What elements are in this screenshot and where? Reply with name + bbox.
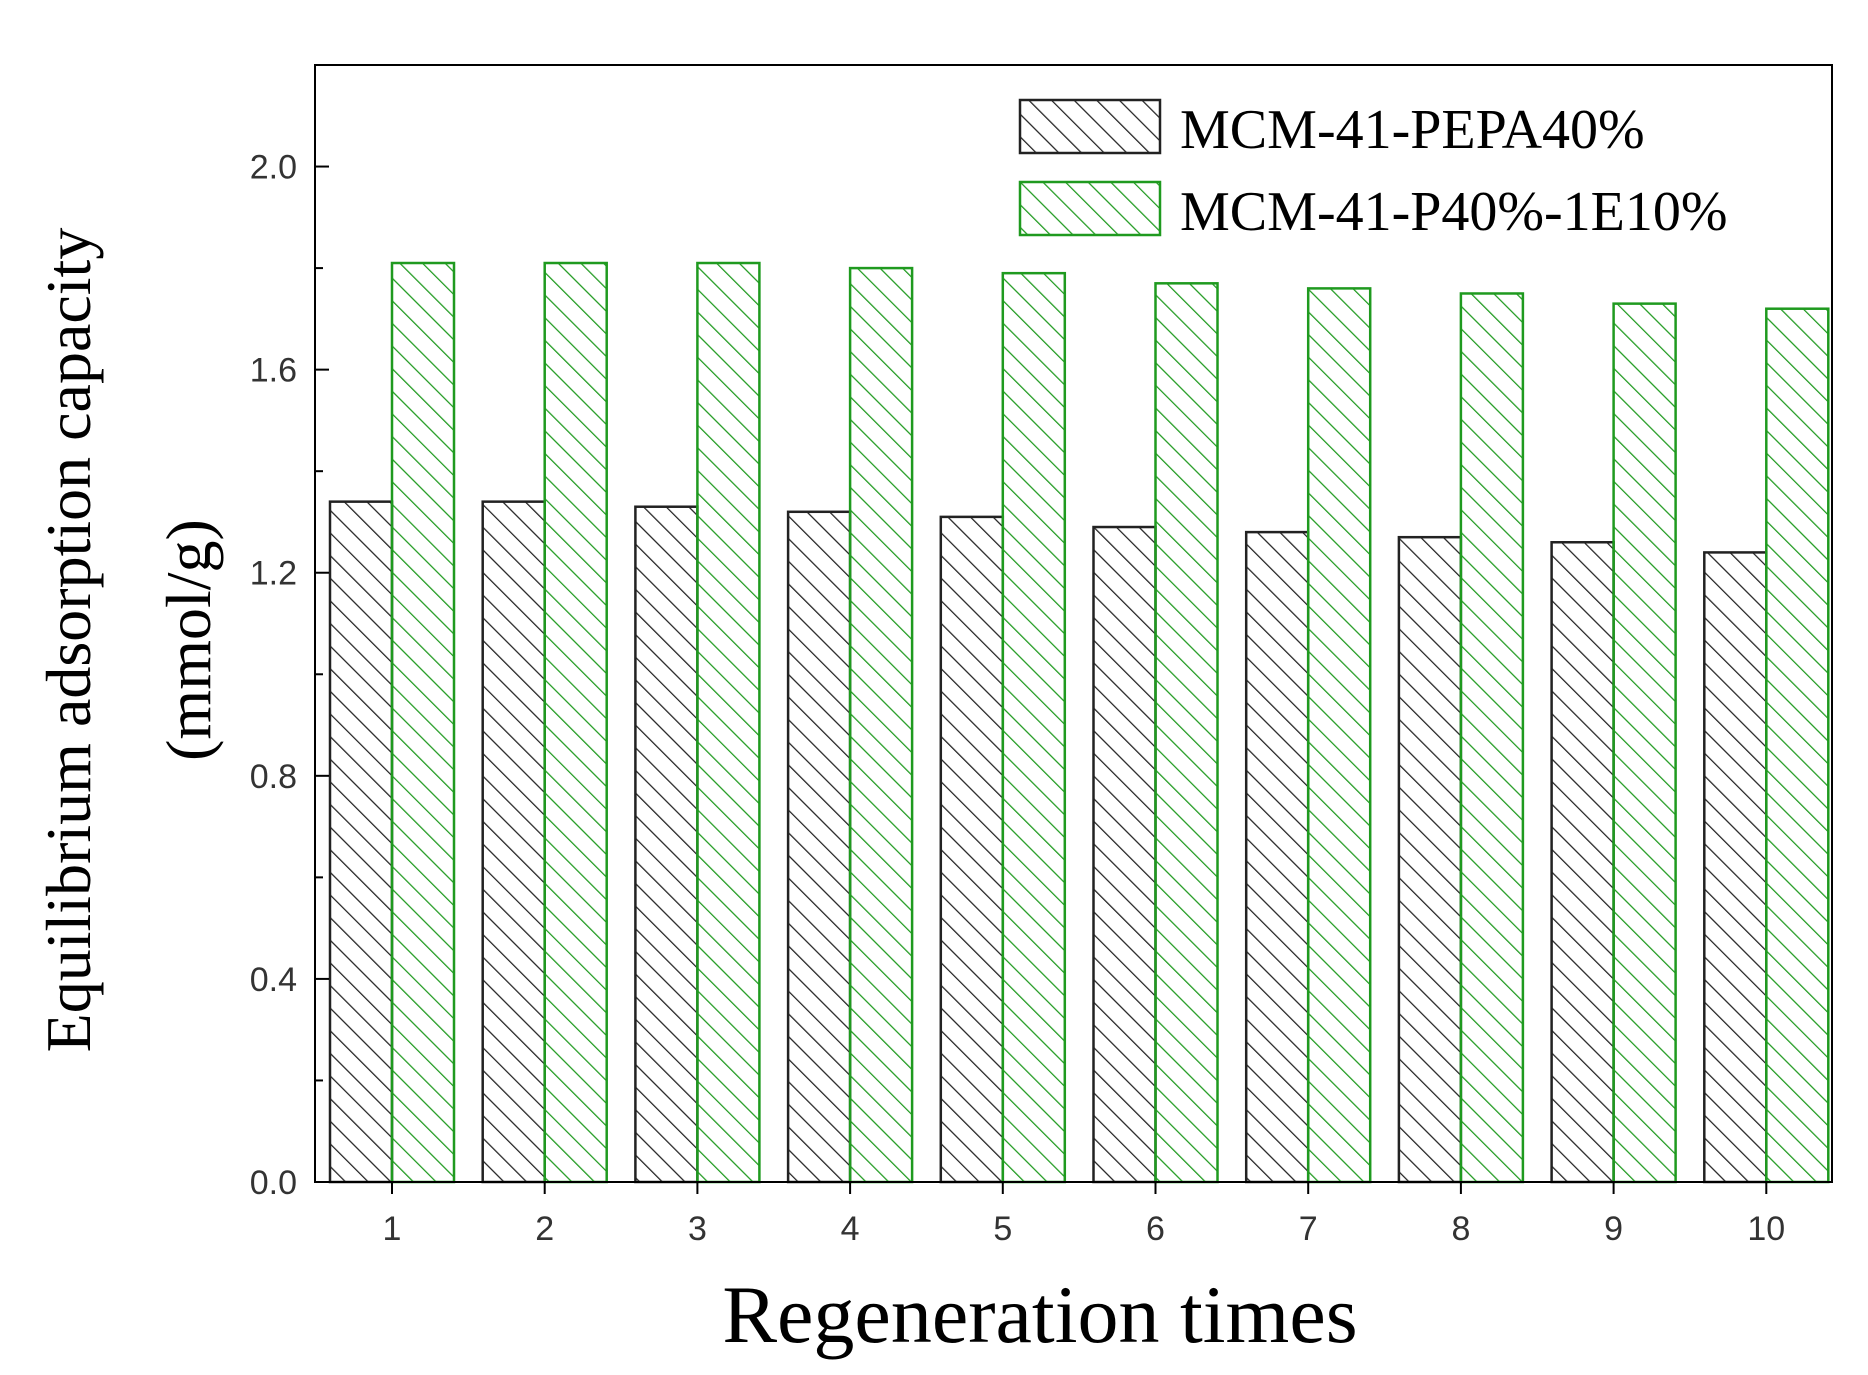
bar-series-1-cat-4 [786, 510, 852, 1184]
x-tick-label: 9 [1604, 1210, 1623, 1248]
y-tick-label: 0.0 [250, 1164, 297, 1202]
bar-series-2-cat-4 [848, 266, 914, 1184]
x-tick-label: 7 [1299, 1210, 1318, 1248]
bar-series-2-cat-5 [1001, 271, 1067, 1184]
bar-series-1-cat-10 [1703, 551, 1768, 1184]
x-tick-label: 8 [1451, 1210, 1470, 1248]
y-tick-label: 1.2 [250, 555, 297, 593]
bars-layer [328, 261, 1830, 1184]
x-tick-label: 6 [1146, 1210, 1165, 1248]
x-axis-ticks: 1 2 3 4 5 6 7 8 9 10 [383, 1182, 1785, 1248]
legend: MCM-41-PEPA40% MCM-41-P40%-1E10% [1018, 98, 1728, 243]
bar-series-2-cat-8 [1459, 292, 1525, 1184]
y-axis-title-line-2: (mmol/g) [153, 519, 224, 761]
bar-series-1-cat-9 [1550, 541, 1615, 1184]
bar-series-2-cat-3 [696, 261, 761, 1184]
bar-series-1-cat-3 [634, 505, 699, 1184]
bar-series-2-cat-9 [1612, 302, 1677, 1184]
y-tick-label: 1.6 [250, 352, 297, 390]
bar-series-2-cat-2 [543, 261, 608, 1184]
x-tick-label: 10 [1747, 1210, 1785, 1248]
legend-swatch-series-1 [1018, 98, 1162, 155]
x-tick-label: 1 [383, 1210, 402, 1248]
bar-series-1-cat-2 [481, 500, 546, 1184]
legend-label-series-1: MCM-41-PEPA40% [1180, 99, 1645, 161]
bar-series-1-cat-5 [939, 515, 1005, 1184]
x-tick-label: 4 [841, 1210, 860, 1248]
legend-label-series-2: MCM-41-P40%-1E10% [1180, 181, 1728, 243]
y-tick-label: 0.4 [250, 961, 297, 999]
x-tick-label: 3 [688, 1210, 707, 1248]
bar-series-1-cat-1 [328, 500, 394, 1184]
bar-series-2-cat-1 [390, 261, 456, 1184]
y-axis-title-line-1: Equilibrium adsorption capacity [33, 228, 104, 1053]
bar-series-2-cat-6 [1154, 282, 1219, 1184]
bar-series-2-cat-7 [1306, 287, 1372, 1184]
y-tick-label: 2.0 [250, 149, 297, 187]
y-axis-ticks: 0.0 0.4 0.8 1.2 1.6 2.0 [250, 64, 329, 1202]
x-tick-label: 5 [993, 1210, 1012, 1248]
y-tick-label: 0.8 [250, 758, 297, 796]
x-tick-label: 2 [535, 1210, 554, 1248]
plot-frame [314, 64, 1833, 1183]
bar-series-1-cat-7 [1244, 530, 1310, 1184]
bar-series-2-cat-10 [1765, 307, 1830, 1184]
y-axis-title: Equilibrium adsorption capacity (mmol/g) [33, 228, 224, 1053]
bar-series-1-cat-8 [1397, 535, 1463, 1184]
bar-series-1-cat-6 [1092, 525, 1157, 1184]
x-axis-title: Regeneration times [722, 1269, 1357, 1360]
legend-swatch-series-2 [1018, 180, 1162, 237]
